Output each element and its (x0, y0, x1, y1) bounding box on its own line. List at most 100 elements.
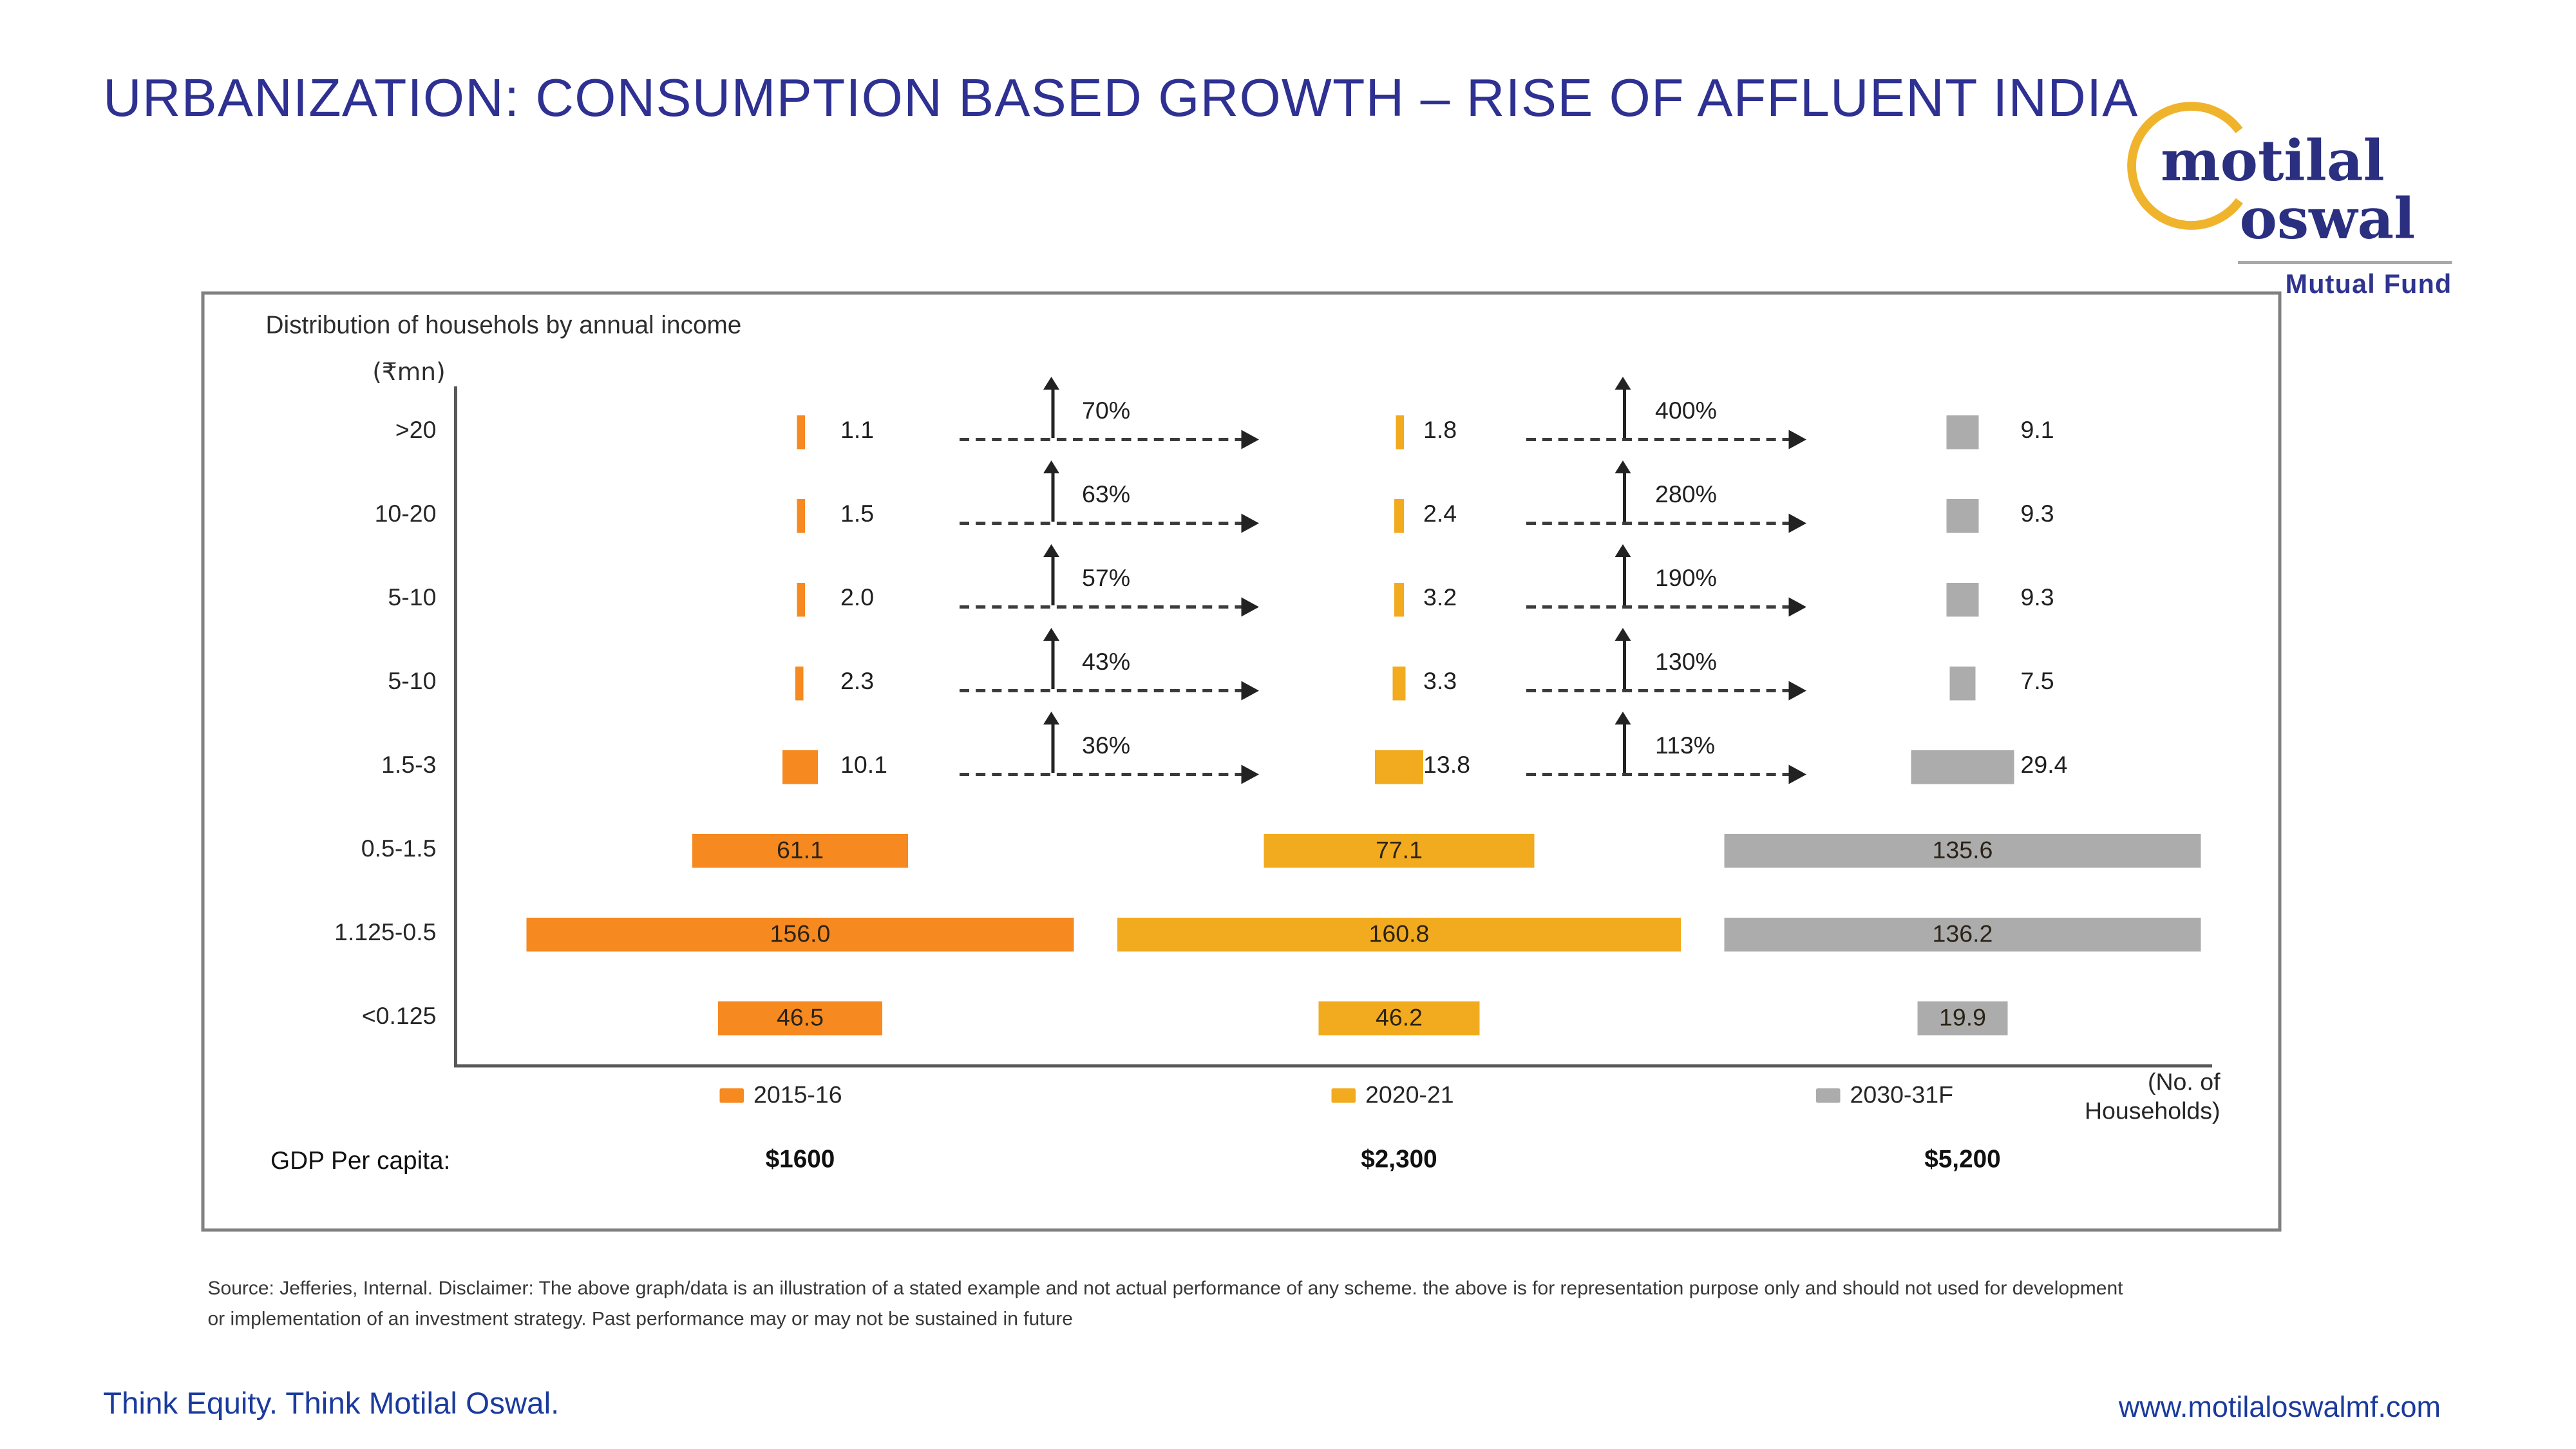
bar-value-label: 7.5 (2020, 668, 2054, 696)
logo-tagline: Mutual Fund (2285, 270, 2452, 299)
arrowhead-right-icon (1241, 513, 1259, 533)
arrowhead-up-icon (1043, 377, 1059, 390)
bar-value-label: 2.4 (1423, 500, 1457, 529)
bar-2030-31F: 19.9 (1917, 1000, 2008, 1035)
x-axis-line (454, 1064, 2212, 1068)
growth-percent-label: 280% (1655, 481, 1717, 509)
bar-2030-31F (1911, 749, 2014, 784)
bar-2015-16 (782, 749, 818, 784)
arrowhead-up-icon (1615, 544, 1631, 557)
bar-value-label: 2.0 (840, 584, 875, 612)
bar-value-label: 61.1 (776, 836, 824, 864)
arrowhead-up-icon (1615, 460, 1631, 473)
bar-2015-16: 156.0 (526, 916, 1074, 951)
footer-tagline: Think Equity. Think Motilal Oswal. (103, 1388, 560, 1422)
category-label: 1.125-0.5 (334, 919, 437, 947)
bar-2015-16 (796, 665, 804, 700)
bar-value-label: 10.1 (840, 752, 888, 780)
logo-word-motilal: motilal (2161, 129, 2385, 195)
bar-2015-16: 61.1 (692, 833, 907, 867)
disclaimer-line: Source: Jefferies, Internal. Disclaimer:… (207, 1276, 2123, 1300)
bar-value-label: 160.8 (1368, 920, 1430, 948)
growth-percent-label: 130% (1655, 649, 1717, 677)
growth-percent-label: 63% (1082, 481, 1131, 509)
arrowhead-up-icon (1615, 377, 1631, 390)
axis-note-line: (No. of (2147, 1069, 2221, 1097)
growth-up-arrow (1051, 723, 1055, 773)
arrowhead-up-icon (1043, 460, 1059, 473)
growth-up-arrow (1051, 388, 1055, 438)
chart-title: Distribution of househols by annual inco… (265, 312, 742, 340)
bar-value-label: 9.1 (2020, 417, 2054, 445)
brand-logo: motilal oswal Mutual Fund (2122, 90, 2492, 316)
bar-2030-31F: 135.6 (1724, 833, 2201, 867)
bar-2020-21 (1394, 498, 1403, 533)
growth-percent-label: 36% (1082, 732, 1131, 761)
bar-value-label: 135.6 (1932, 836, 1993, 864)
arrowhead-right-icon (1788, 597, 1806, 617)
legend-label-2030-31F: 2030-31F (1850, 1082, 1954, 1110)
growth-percent-label: 113% (1655, 732, 1716, 761)
legend-swatch-2030-31F (1816, 1088, 1841, 1103)
gdp-value: $1600 (765, 1146, 835, 1174)
dashed-connector (1526, 605, 1792, 609)
arrowhead-right-icon (1788, 681, 1806, 701)
page-title: URBANIZATION: CONSUMPTION BASED GROWTH –… (103, 68, 2139, 128)
dashed-connector (1526, 522, 1792, 525)
arrowhead-right-icon (1788, 764, 1806, 784)
arrowhead-right-icon (1241, 430, 1259, 450)
arrowhead-up-icon (1043, 628, 1059, 641)
arrowhead-up-icon (1043, 712, 1059, 724)
bar-value-label: 1.8 (1423, 417, 1457, 445)
growth-percent-label: 190% (1655, 565, 1717, 593)
bar-2030-31F (1946, 414, 1979, 449)
bar-2020-21: 46.2 (1318, 1000, 1481, 1035)
logo-word-oswal: oswal (2239, 187, 2416, 253)
legend-swatch-2015-16 (719, 1088, 744, 1103)
gdp-value: $5,200 (1924, 1146, 2001, 1174)
bar-2030-31F (1946, 498, 1979, 533)
growth-percent-label: 43% (1082, 649, 1131, 677)
bar-2020-21 (1393, 665, 1405, 700)
bar-2015-16 (796, 582, 804, 616)
chart-panel: Distribution of househols by annual inco… (201, 291, 2282, 1232)
category-label: 5-10 (388, 584, 437, 612)
bar-value-label: 9.3 (2020, 500, 2054, 529)
bar-value-label: 156.0 (770, 920, 831, 948)
legend-swatch-2020-21 (1331, 1088, 1356, 1103)
category-label: 10-20 (374, 500, 437, 529)
bar-2020-21 (1374, 749, 1424, 784)
growth-up-arrow (1623, 639, 1626, 689)
growth-up-arrow (1051, 471, 1055, 522)
bar-2015-16 (796, 414, 804, 449)
bar-2030-31F (1946, 582, 1979, 616)
gdp-caption: GDP Per capita: (270, 1148, 451, 1176)
dashed-connector (960, 773, 1245, 776)
bar-2015-16: 46.5 (718, 1000, 882, 1035)
growth-percent-label: 400% (1655, 397, 1717, 426)
arrowhead-right-icon (1241, 681, 1259, 701)
category-label: >20 (395, 417, 437, 445)
bar-value-label: 3.2 (1423, 584, 1457, 612)
bar-value-label: 1.5 (840, 500, 875, 529)
y-axis-line (454, 386, 457, 1065)
bar-2030-31F: 136.2 (1723, 916, 2202, 951)
bar-value-label: 1.1 (840, 417, 875, 445)
bar-value-label: 136.2 (1932, 920, 1993, 948)
arrowhead-up-icon (1615, 712, 1631, 724)
growth-up-arrow (1623, 555, 1626, 605)
legend-label-2015-16: 2015-16 (753, 1082, 842, 1110)
dashed-connector (1526, 689, 1792, 692)
bar-2020-21 (1395, 414, 1403, 449)
growth-up-arrow (1623, 723, 1626, 773)
bar-value-label: 2.3 (840, 668, 875, 696)
growth-percent-label: 70% (1082, 397, 1131, 426)
growth-up-arrow (1051, 639, 1055, 689)
category-label: <0.125 (361, 1003, 437, 1031)
bar-value-label: 3.3 (1423, 668, 1457, 696)
bar-2030-31F (1949, 665, 1976, 700)
chart-unit-label: (₹mn) (372, 357, 446, 386)
dashed-connector (960, 438, 1245, 441)
bar-value-label: 9.3 (2020, 584, 2054, 612)
